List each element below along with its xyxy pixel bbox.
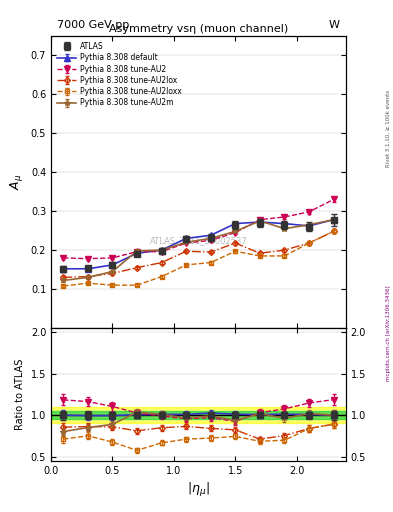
Text: 7000 GeV pp: 7000 GeV pp: [57, 20, 129, 30]
Text: Rivet 3.1.10, ≥ 100k events: Rivet 3.1.10, ≥ 100k events: [386, 90, 391, 166]
Y-axis label: Ratio to ATLAS: Ratio to ATLAS: [15, 359, 25, 430]
Bar: [51, 411, 346, 419]
Y-axis label: $A_\mu$: $A_\mu$: [8, 174, 25, 190]
Legend: ATLAS, Pythia 8.308 default, Pythia 8.308 tune-AU2, Pythia 8.308 tune-AU2lox, Py: ATLAS, Pythia 8.308 default, Pythia 8.30…: [55, 39, 184, 110]
Title: Asymmetry vsη (muon channel): Asymmetry vsη (muon channel): [109, 24, 288, 34]
Bar: [51, 407, 346, 423]
Text: W: W: [329, 20, 340, 30]
Text: mcplots.cern.ch [arXiv:1306.3436]: mcplots.cern.ch [arXiv:1306.3436]: [386, 285, 391, 380]
Text: ATLAS_2011_S9002537: ATLAS_2011_S9002537: [150, 236, 247, 245]
X-axis label: $|\eta_\mu|$: $|\eta_\mu|$: [187, 481, 210, 499]
